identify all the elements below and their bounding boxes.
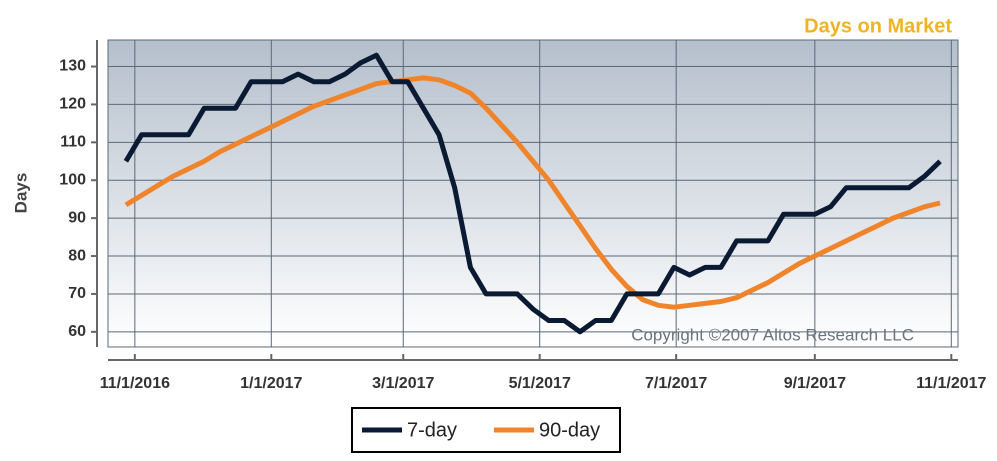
- y-tick-label: 60: [68, 323, 86, 340]
- annotation: Copyright ©2007 Altos Research LLC: [631, 325, 914, 344]
- y-tick-label: 110: [60, 134, 86, 151]
- legend-label: 90-day: [539, 419, 600, 441]
- plot-border: [107, 39, 959, 348]
- legend-box: [351, 407, 621, 453]
- y-tick-label: 100: [59, 171, 86, 188]
- y-tick-label: 90: [68, 209, 86, 226]
- y-tick-label: 80: [68, 247, 86, 264]
- x-tick-label: 11/1/2016: [100, 375, 170, 392]
- x-tick-label: 3/1/2017: [372, 375, 434, 392]
- series-line: [123, 52, 942, 335]
- x-tick-label: 7/1/2017: [645, 375, 707, 392]
- y-tick-label: 130: [59, 58, 86, 75]
- x-tick-label: 11/1/2017: [916, 375, 986, 392]
- y-tick-label: 120: [59, 96, 86, 113]
- y-tick-label: 70: [68, 285, 86, 302]
- x-tick-label: 9/1/2017: [784, 375, 846, 392]
- plot-area: [108, 40, 958, 347]
- chart-title: Days on Market: [804, 15, 952, 37]
- x-tick-label: 1/1/2017: [240, 375, 302, 392]
- series-line: [124, 75, 941, 310]
- y-axis-label: Days: [11, 173, 30, 214]
- x-tick-label: 5/1/2017: [509, 375, 571, 392]
- legend-label: 7-day: [407, 419, 457, 441]
